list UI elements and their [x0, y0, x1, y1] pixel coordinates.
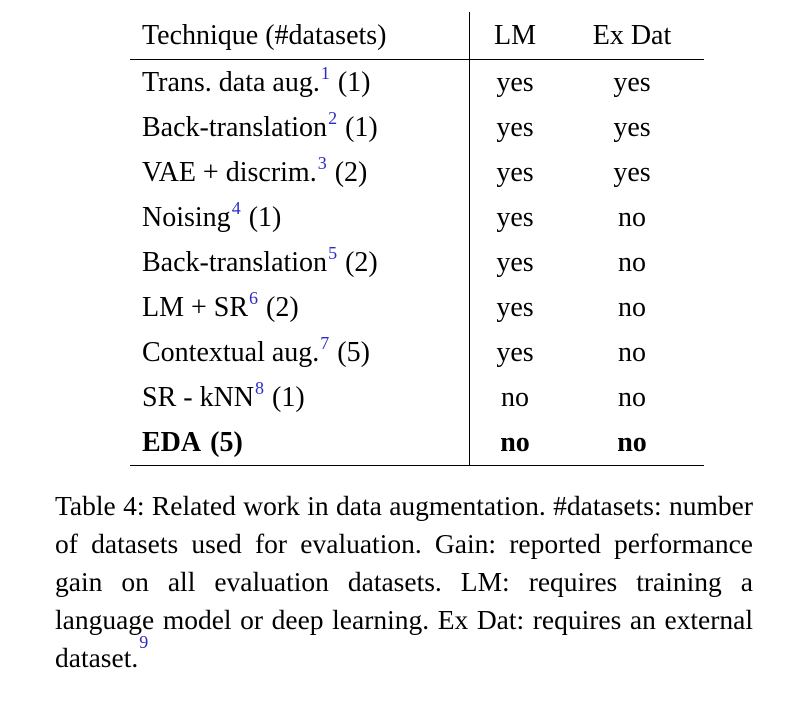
technique-cell: LM + SR 6 (2): [130, 285, 470, 330]
table-header-row: Technique (#datasets) LM Ex Dat: [130, 12, 704, 60]
caption-footnote-ref[interactable]: 9: [139, 631, 149, 652]
technique-cell: Noising 4 (1): [130, 195, 470, 240]
technique-name: Back-translation: [142, 246, 328, 278]
exdat-cell: yes: [613, 111, 651, 143]
lm-cell: yes: [496, 246, 534, 278]
dataset-count: (5): [337, 336, 370, 368]
lm-cell: no: [501, 381, 529, 413]
table-caption: Table 4: Related work in data augmentati…: [55, 487, 753, 677]
lm-cell: no: [500, 426, 530, 458]
technique-cell: Contextual aug. 7 (5): [130, 330, 470, 375]
dataset-count: (5): [210, 426, 243, 458]
lm-cell: yes: [496, 201, 534, 233]
dataset-count: (2): [345, 246, 378, 278]
technique-name: Noising: [142, 201, 231, 233]
exdat-cell: yes: [613, 156, 651, 188]
technique-cell: Back-translation 2 (1): [130, 105, 470, 150]
technique-cell: Back-translation 5 (2): [130, 240, 470, 285]
technique-name: LM + SR: [142, 291, 249, 323]
caption-text: Related work in data augmentation. #data…: [55, 490, 754, 673]
exdat-cell: no: [618, 246, 646, 278]
header-exdat: Ex Dat: [592, 19, 672, 51]
dataset-count: (2): [334, 156, 368, 188]
caption-label: Table 4:: [55, 490, 145, 521]
table-row: Back-translation 2 (1) yes yes: [130, 105, 704, 150]
dataset-count: (1): [345, 111, 378, 143]
exdat-cell: no: [618, 291, 646, 323]
lm-cell: yes: [496, 156, 534, 188]
technique-name: EDA: [142, 426, 202, 458]
lm-cell: yes: [496, 336, 534, 368]
header-technique: Technique (#datasets): [130, 12, 470, 59]
exdat-cell: yes: [613, 66, 651, 98]
table-row: LM + SR 6 (2) yes no: [130, 285, 704, 330]
technique-name: Back-translation: [142, 111, 328, 143]
technique-name: VAE + discrim.: [142, 156, 317, 188]
technique-name: Contextual aug.: [142, 336, 320, 368]
lm-cell: yes: [496, 66, 534, 98]
dataset-count: (1): [337, 66, 371, 98]
table-row-eda: EDA (5) no no: [130, 420, 704, 466]
technique-cell: EDA (5): [130, 420, 470, 465]
table-row: Contextual aug. 7 (5) yes no: [130, 330, 704, 375]
dataset-count: (1): [272, 381, 305, 413]
technique-name: SR - kNN: [142, 381, 255, 413]
lm-cell: yes: [496, 111, 534, 143]
table-row: VAE + discrim. 3 (2) yes yes: [130, 150, 704, 195]
technique-cell: SR - kNN 8 (1): [130, 375, 470, 420]
table-row: Back-translation 5 (2) yes no: [130, 240, 704, 285]
exdat-cell: no: [618, 336, 646, 368]
table-row: Trans. data aug. 1 (1) yes yes: [130, 60, 704, 105]
header-lm: LM: [494, 19, 536, 51]
exdat-cell: no: [617, 426, 647, 458]
technique-cell: Trans. data aug. 1 (1): [130, 60, 470, 105]
exdat-cell: no: [618, 381, 646, 413]
technique-name: Trans. data aug.: [142, 66, 320, 98]
related-work-table: Technique (#datasets) LM Ex Dat Trans. d…: [130, 12, 704, 466]
dataset-count: (2): [266, 291, 299, 323]
technique-cell: VAE + discrim. 3 (2): [130, 150, 470, 195]
table-row: Noising 4 (1) yes no: [130, 195, 704, 240]
lm-cell: yes: [496, 291, 534, 323]
dataset-count: (1): [248, 201, 282, 233]
exdat-cell: no: [618, 201, 646, 233]
table-row: SR - kNN 8 (1) no no: [130, 375, 704, 420]
